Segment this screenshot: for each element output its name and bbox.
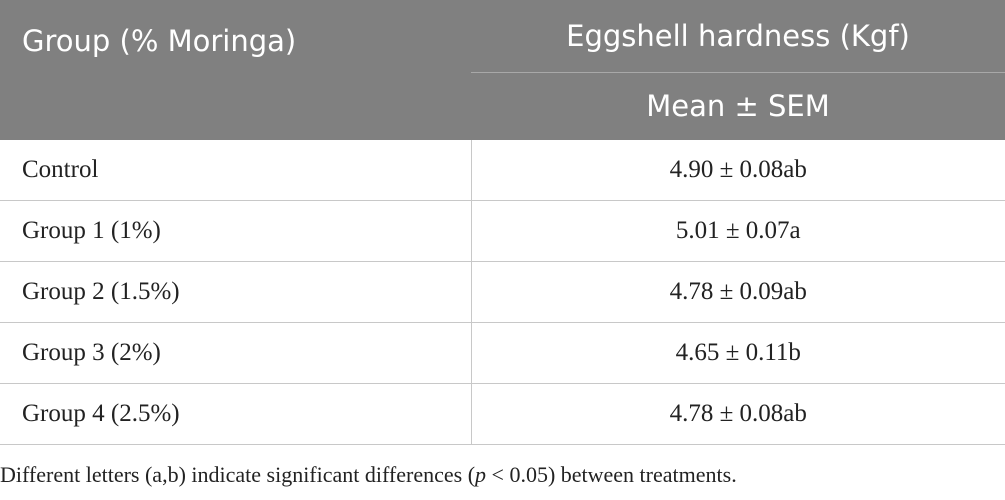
table-row: Control 4.90 ± 0.08ab bbox=[0, 140, 1005, 201]
table-cell: 4.90 ± 0.08ab bbox=[471, 140, 1005, 201]
footnote-text: < 0.05) between treatments. bbox=[486, 462, 737, 487]
table-body: Control 4.90 ± 0.08ab Group 1 (1%) 5.01 ± 0… bbox=[0, 140, 1005, 445]
table-cell: Group 2 (1.5%) bbox=[0, 261, 472, 323]
header-cell: Mean ± SEM bbox=[471, 72, 1005, 140]
footnote: Different letters (a,b) indicate signifi… bbox=[0, 462, 737, 488]
table-cell: Group 1 (1%) bbox=[0, 200, 472, 262]
table-cell: 4.78 ± 0.09ab bbox=[471, 261, 1005, 323]
footnote-text: Different letters (a,b) indicate signifi… bbox=[0, 462, 476, 487]
footnote-italic: p bbox=[475, 462, 487, 487]
table-cell: Control bbox=[0, 140, 472, 201]
table: Group (% Moringa) Eggshell hardness (Kgf… bbox=[0, 0, 1005, 445]
table-row: Group 1 (1%) 5.01 ± 0.07a bbox=[0, 200, 1005, 262]
table-cell: Group 3 (2%) bbox=[0, 322, 472, 384]
header-cell: Eggshell hardness (Kgf) bbox=[471, 0, 1005, 73]
table-row: Group 2 (1.5%) 4.78 ± 0.09ab bbox=[0, 261, 1005, 323]
header-cell: Group (% Moringa) bbox=[0, 0, 471, 140]
table-row: Group 4 (2.5%) 4.78 ± 0.08ab bbox=[0, 383, 1005, 445]
table-cell: 4.78 ± 0.08ab bbox=[471, 383, 1005, 445]
table-cell: Group 4 (2.5%) bbox=[0, 383, 472, 445]
table-cell: 4.65 ± 0.11b bbox=[471, 322, 1005, 384]
table-cell: 5.01 ± 0.07a bbox=[471, 200, 1005, 262]
table-row: Group 3 (2%) 4.65 ± 0.11b bbox=[0, 322, 1005, 384]
